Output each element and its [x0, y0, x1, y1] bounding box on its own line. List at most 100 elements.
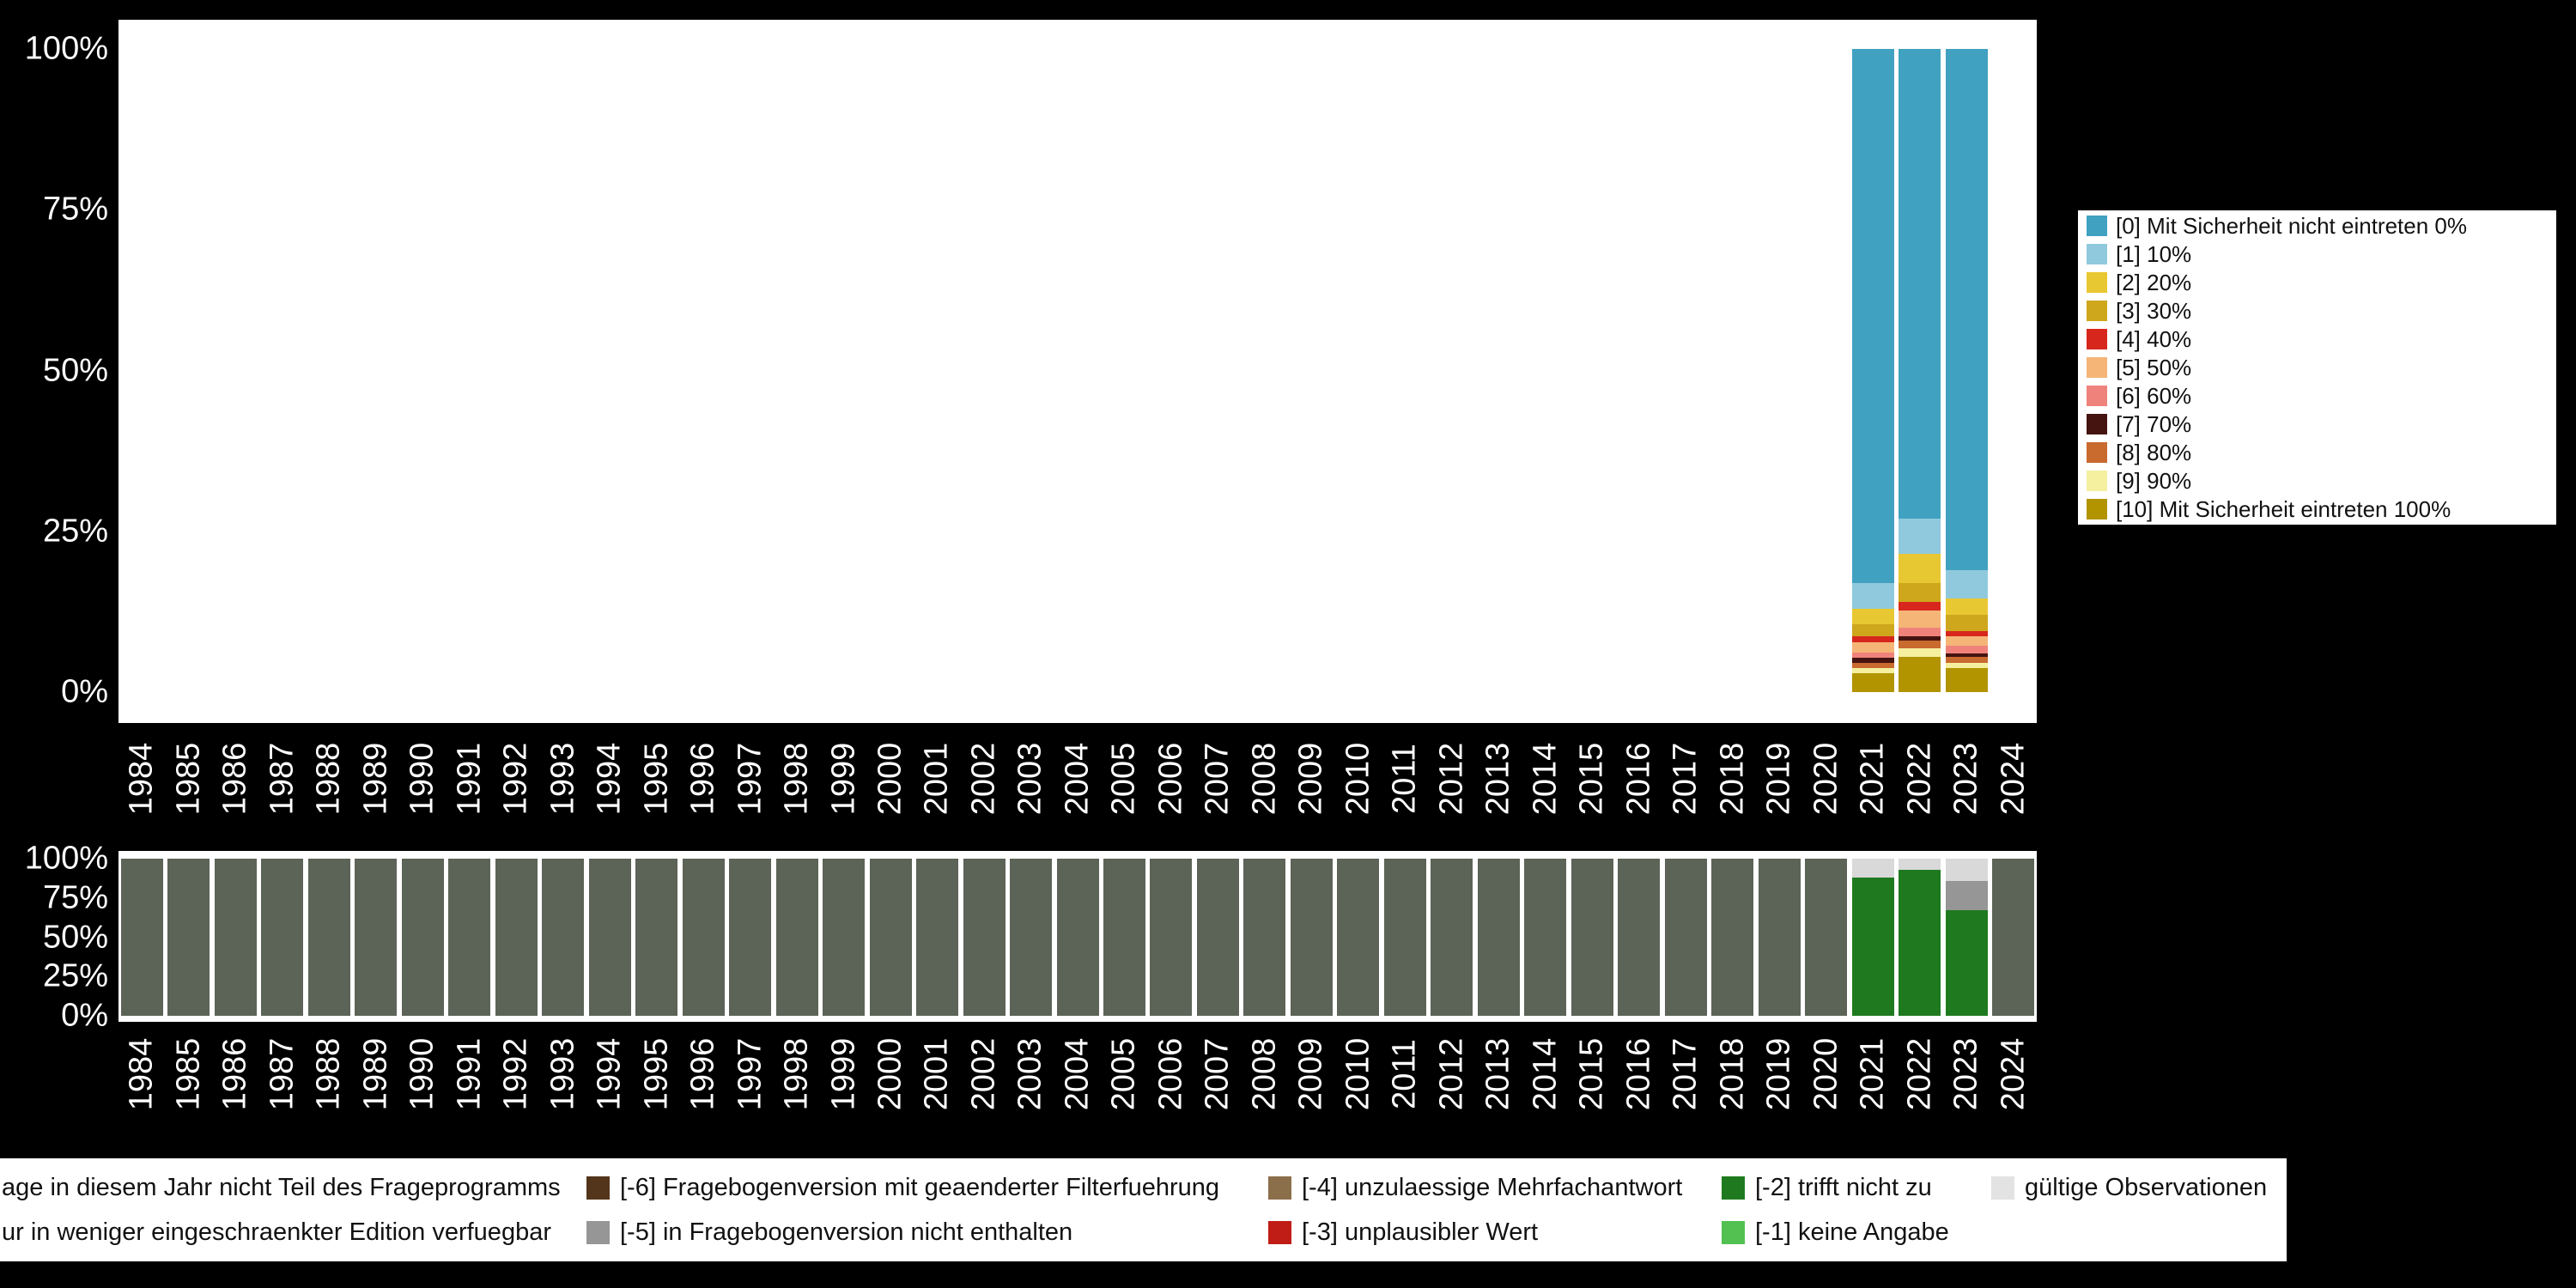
answer-distribution-chart: [118, 20, 2037, 723]
missings-bar-segment: [495, 859, 538, 1016]
x-tick-label: 2023: [1947, 1037, 1984, 1111]
legend-item-label: [4] 40%: [2116, 325, 2192, 352]
x-tick-label: 1999: [825, 1037, 861, 1111]
x-tick-cell: 2004: [1054, 732, 1101, 826]
x-tick-cell: 1987: [258, 732, 305, 826]
x-tick-cell: 2023: [1943, 732, 1990, 826]
top-chart-bar-segment: [1945, 635, 1988, 647]
y-tick-label: 25%: [42, 957, 108, 994]
legend-color-swatch: [2087, 301, 2107, 321]
y-tick-label: 50%: [42, 919, 108, 955]
y-tick-label: 0%: [61, 673, 108, 710]
x-tick-cell: 1995: [633, 732, 679, 826]
x-tick-label: 2017: [1667, 742, 1704, 816]
x-tick-cell: 2000: [867, 732, 914, 826]
legend-color-swatch: [2087, 329, 2107, 349]
x-tick-label: 2000: [872, 1037, 908, 1111]
legend-item: [-2] trifft nicht zu: [1722, 1167, 1932, 1208]
x-tick-label: 2016: [1620, 742, 1657, 816]
legend-item-label: gültige Observationen: [2025, 1173, 2268, 1201]
x-tick-cell: 2020: [1802, 1027, 1849, 1121]
x-tick-label: 2021: [1854, 1037, 1891, 1111]
x-tick-cell: 2012: [1429, 1027, 1475, 1121]
x-tick-label: 1997: [732, 742, 769, 816]
x-tick-cell: 2011: [1382, 732, 1428, 826]
legend-item-label: [0] Mit Sicherheit nicht eintreten 0%: [2116, 212, 2467, 239]
x-tick-cell: 2008: [1242, 1027, 1288, 1121]
missings-bar-segment: [635, 859, 678, 1016]
x-tick-label: 2018: [1714, 1037, 1751, 1111]
x-tick-cell: 2006: [1148, 732, 1194, 826]
missings-bar-segment: [823, 859, 866, 1016]
top-chart-bar-segment: [1945, 663, 1988, 669]
y-tick-label: 100%: [24, 30, 108, 67]
x-tick-cell: 2005: [1101, 732, 1147, 826]
x-tick-label: 1989: [357, 1037, 394, 1111]
x-tick-label: 2008: [1246, 1037, 1283, 1111]
top-chart-bar-segment: [1899, 656, 1941, 692]
x-tick-label: 1987: [264, 742, 301, 816]
x-tick-label: 2005: [1105, 1037, 1142, 1111]
top-chart-bar-segment: [1851, 653, 1894, 659]
legend-item-label: [2] 20%: [2116, 269, 2192, 295]
x-tick-label: 2021: [1854, 742, 1891, 816]
x-tick-cell: 1984: [118, 732, 165, 826]
x-tick-cell: 2006: [1148, 1027, 1194, 1121]
x-tick-label: 2006: [1152, 742, 1189, 816]
x-tick-label: 1998: [778, 742, 815, 816]
missings-bar-segment: [1524, 859, 1567, 1016]
x-tick-cell: 2018: [1709, 1027, 1755, 1121]
missings-bar-segment: [1196, 859, 1239, 1016]
missings-bar-segment: [1851, 859, 1894, 878]
x-tick-cell: 2007: [1194, 732, 1241, 826]
legend-color-swatch: [1722, 1220, 1745, 1244]
legend-item-label: [-6] Fragebogenversion mit geaenderter F…: [620, 1173, 1219, 1201]
x-tick-cell: 2024: [1990, 732, 2036, 826]
missings-bar-segment: [1945, 880, 1988, 911]
legend-item: [6] 60%: [2078, 382, 2556, 410]
top-chart-bar-segment: [1945, 569, 1988, 599]
top-chart-bar-segment: [1851, 663, 1894, 669]
x-tick-label: 2006: [1152, 1037, 1189, 1111]
missings-bar-segment: [1337, 859, 1380, 1016]
missings-bar-segment: [682, 859, 725, 1016]
x-tick-cell: 1999: [820, 1027, 866, 1121]
missing-legend-row: ur in weniger eingeschraenkter Edition v…: [0, 1212, 2287, 1253]
y-tick-label: 100%: [24, 840, 108, 877]
missings-bar-segment: [1431, 859, 1473, 1016]
legend-item-label: [10] Mit Sicherheit eintreten 100%: [2116, 495, 2451, 522]
x-tick-cell: 2000: [867, 1027, 914, 1121]
missings-bar-segment: [1243, 859, 1286, 1016]
x-tick-cell: 2012: [1429, 732, 1475, 826]
legend-item-label: [-2] trifft nicht zu: [1755, 1173, 1932, 1201]
missings-bar-segment: [916, 859, 959, 1016]
x-tick-label: 1984: [123, 742, 160, 816]
x-tick-label: 2020: [1807, 1037, 1844, 1111]
x-tick-label: 2019: [1760, 742, 1797, 816]
x-tick-cell: 2016: [1616, 732, 1662, 826]
missing-codes-legend: age in diesem Jahr nicht Teil des Fragep…: [0, 1158, 2287, 1261]
top-chart-bar-segment: [1945, 653, 1988, 657]
missings-bar-segment: [1383, 859, 1426, 1016]
legend-item: [-3] unplausibler Wert: [1268, 1212, 1538, 1253]
legend-item-label: [1] 10%: [2116, 240, 2192, 267]
x-tick-cell: 2021: [1850, 1027, 1896, 1121]
legend-color-swatch: [2087, 386, 2107, 406]
x-tick-label: 1985: [170, 1037, 207, 1111]
x-tick-label: 1986: [216, 1037, 253, 1111]
top-chart-bar-segment: [1851, 668, 1894, 673]
x-tick-cell: 2015: [1569, 1027, 1615, 1121]
legend-item: [-5] in Fragebogenversion nicht enthalte…: [586, 1212, 1072, 1253]
y-tick-label: 75%: [42, 191, 108, 228]
x-tick-cell: 2001: [914, 1027, 960, 1121]
x-tick-label: 2024: [1995, 1037, 2032, 1111]
missings-bar-segment: [1103, 859, 1145, 1016]
x-tick-label: 2000: [872, 742, 908, 816]
legend-color-swatch: [1268, 1176, 1291, 1200]
legend-item: ur in weniger eingeschraenkter Edition v…: [2, 1212, 551, 1253]
x-tick-label: 2022: [1901, 742, 1938, 816]
x-tick-cell: 1991: [446, 1027, 492, 1121]
legend-color-swatch: [2087, 442, 2107, 463]
x-tick-cell: 1985: [165, 1027, 211, 1121]
x-tick-cell: 2009: [1288, 732, 1334, 826]
